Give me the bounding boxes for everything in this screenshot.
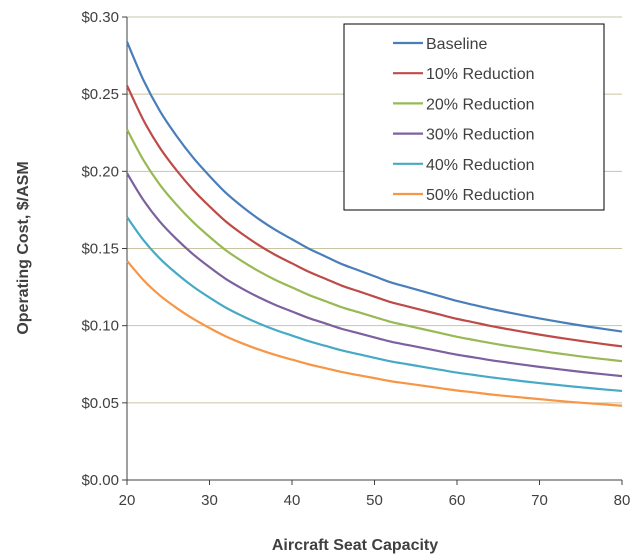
x-axis-title: Aircraft Seat Capacity	[272, 537, 438, 554]
legend-label-50-reduction: 50% Reduction	[426, 187, 535, 204]
legend-label-20-reduction: 20% Reduction	[426, 96, 535, 113]
x-tick-label: 50	[366, 492, 383, 509]
x-tick-label: 80	[614, 492, 631, 509]
x-tick-label: 70	[531, 492, 548, 509]
legend-label-40-reduction: 40% Reduction	[426, 157, 535, 174]
y-tick-label: $0.25	[81, 86, 119, 103]
y-tick-label: $0.00	[81, 472, 119, 489]
y-tick-label: $0.30	[81, 9, 119, 26]
legend-label-baseline: Baseline	[426, 36, 487, 53]
y-tick-label: $0.15	[81, 241, 119, 258]
x-tick-label: 30	[201, 492, 218, 509]
legend: Baseline 10% Reduction 20% Reduction 30% Re…	[344, 24, 604, 210]
legend-label-30-reduction: 30% Reduction	[426, 127, 535, 144]
legend-label-10-reduction: 10% Reduction	[426, 66, 535, 83]
y-tick-labels: $0.00 $0.05 $0.10 $0.15 $0.20 $0.25 $0.30	[81, 9, 119, 489]
y-tick-label: $0.05	[81, 395, 119, 412]
x-tick-labels: 20 30 40 50 60 70 80	[119, 492, 631, 509]
series-line-40-reduction	[127, 217, 622, 391]
y-tick-label: $0.20	[81, 163, 119, 180]
y-tick-label: $0.10	[81, 318, 119, 335]
x-tick-label: 20	[119, 492, 136, 509]
y-axis-title: Operating Cost, $/ASM	[15, 161, 32, 334]
x-tick-label: 40	[284, 492, 301, 509]
x-tick-label: 60	[449, 492, 466, 509]
